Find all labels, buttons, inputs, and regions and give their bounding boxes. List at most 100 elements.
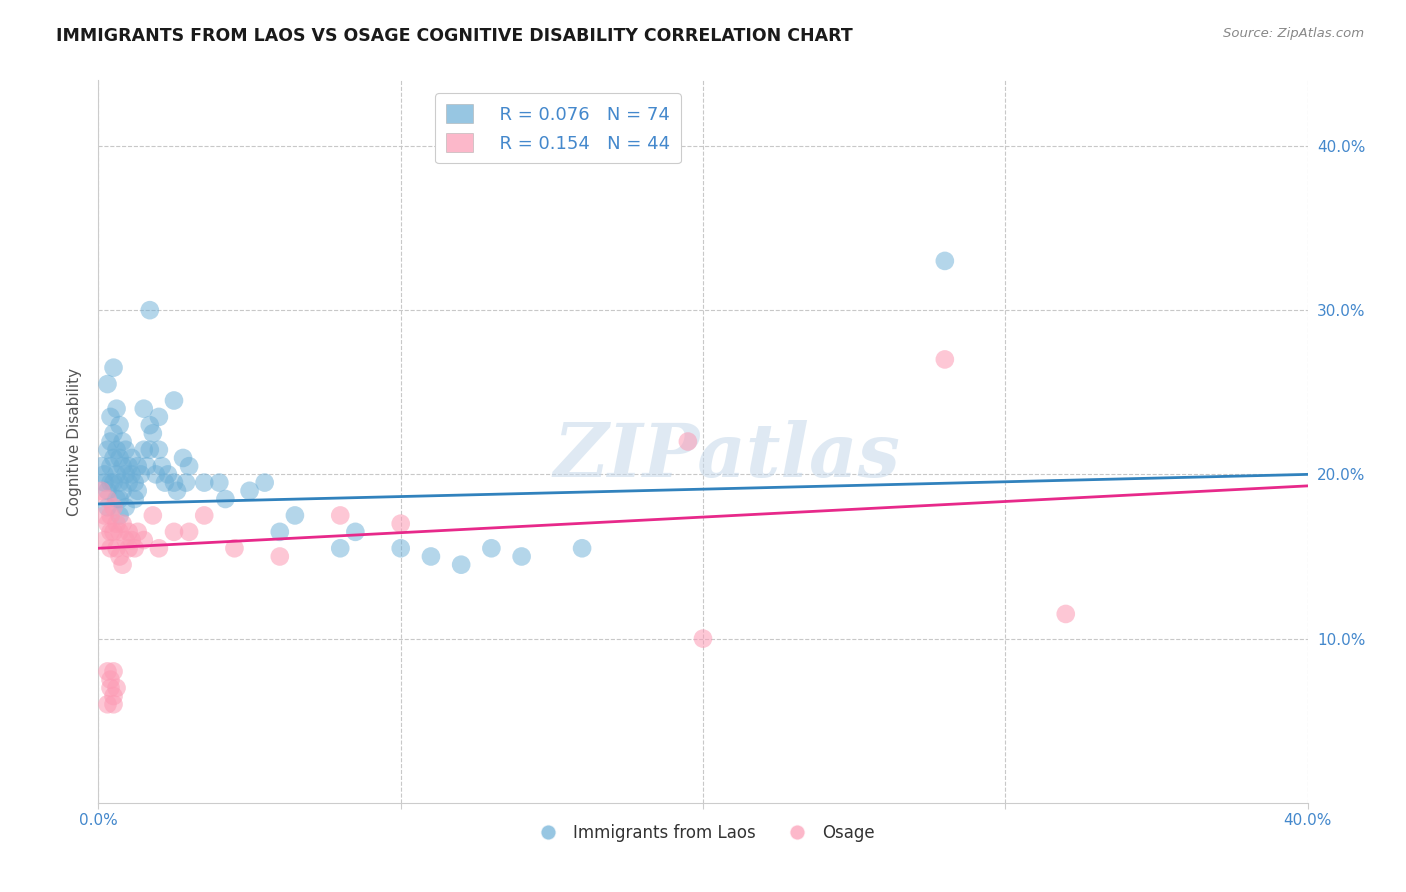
Point: [103, 689, 125, 703]
Point: [100, 475, 122, 490]
Point: [114, 467, 136, 482]
Point: [114, 500, 136, 515]
Point: [224, 541, 246, 556]
Text: ZIPatlas: ZIPatlas: [554, 420, 901, 492]
Point: [124, 475, 146, 490]
Point: [100, 409, 122, 424]
Point: [163, 524, 186, 539]
Point: [103, 665, 125, 679]
Point: [108, 549, 131, 564]
Point: [105, 401, 128, 416]
Point: [96, 665, 118, 679]
Point: [166, 483, 188, 498]
Point: [93, 467, 115, 482]
Point: [111, 516, 134, 531]
Point: [389, 541, 412, 556]
Point: [90, 483, 112, 498]
Point: [93, 475, 115, 490]
Point: [124, 541, 146, 556]
Point: [105, 491, 128, 506]
Point: [172, 450, 194, 465]
Point: [692, 632, 714, 646]
Point: [100, 524, 122, 539]
Point: [111, 558, 134, 572]
Point: [114, 533, 136, 547]
Point: [118, 541, 141, 556]
Point: [96, 516, 118, 531]
Point: [174, 475, 197, 490]
Point: [105, 516, 128, 531]
Point: [329, 541, 352, 556]
Point: [510, 549, 533, 564]
Point: [103, 524, 125, 539]
Point: [96, 442, 118, 457]
Point: [148, 409, 170, 424]
Point: [105, 681, 128, 695]
Point: [179, 459, 201, 474]
Point: [96, 491, 118, 506]
Point: [108, 475, 131, 490]
Point: [269, 549, 291, 564]
Point: [118, 475, 141, 490]
Point: [108, 491, 131, 506]
Point: [193, 475, 215, 490]
Point: [103, 475, 125, 490]
Point: [163, 475, 186, 490]
Point: [344, 524, 367, 539]
Point: [676, 434, 699, 449]
Point: [100, 673, 122, 687]
Point: [253, 475, 276, 490]
Point: [129, 467, 152, 482]
Point: [132, 401, 155, 416]
Point: [108, 450, 131, 465]
Point: [93, 508, 115, 523]
Point: [121, 533, 143, 547]
Point: [100, 508, 122, 523]
Point: [571, 541, 593, 556]
Point: [153, 475, 176, 490]
Point: [96, 377, 118, 392]
Text: IMMIGRANTS FROM LAOS VS OSAGE COGNITIVE DISABILITY CORRELATION CHART: IMMIGRANTS FROM LAOS VS OSAGE COGNITIVE …: [56, 27, 853, 45]
Point: [127, 524, 149, 539]
Point: [135, 459, 157, 474]
Point: [103, 360, 125, 375]
Point: [156, 467, 179, 482]
Point: [100, 541, 122, 556]
Point: [148, 541, 170, 556]
Legend: Immigrants from Laos, Osage: Immigrants from Laos, Osage: [524, 817, 882, 848]
Point: [214, 491, 236, 506]
Point: [127, 459, 149, 474]
Point: [103, 450, 125, 465]
Point: [105, 442, 128, 457]
Point: [389, 516, 412, 531]
Point: [96, 698, 118, 712]
Point: [239, 483, 262, 498]
Point: [121, 467, 143, 482]
Point: [124, 491, 146, 506]
Point: [108, 418, 131, 433]
Point: [111, 483, 134, 498]
Point: [114, 442, 136, 457]
Point: [139, 418, 162, 433]
Point: [145, 467, 167, 482]
Point: [118, 459, 141, 474]
Point: [329, 508, 352, 523]
Point: [934, 352, 956, 367]
Text: Source: ZipAtlas.com: Source: ZipAtlas.com: [1223, 27, 1364, 40]
Point: [127, 483, 149, 498]
Point: [132, 533, 155, 547]
Point: [90, 459, 112, 474]
Point: [111, 459, 134, 474]
Point: [100, 459, 122, 474]
Point: [148, 442, 170, 457]
Point: [163, 393, 186, 408]
Point: [93, 533, 115, 547]
Point: [96, 483, 118, 498]
Point: [284, 508, 307, 523]
Point: [139, 303, 162, 318]
Point: [208, 475, 231, 490]
Point: [142, 508, 165, 523]
Point: [105, 541, 128, 556]
Point: [132, 442, 155, 457]
Point: [420, 549, 443, 564]
